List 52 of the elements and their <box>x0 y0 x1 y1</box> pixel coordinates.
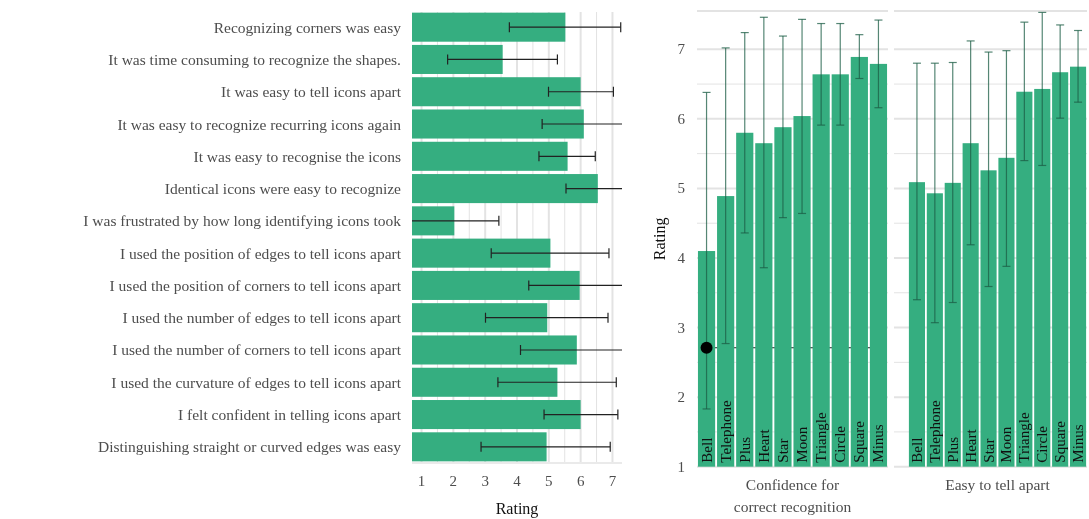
y-tick-label: It was time consuming to recognize the shapes. <box>108 50 401 68</box>
y-tick-label: I used the number of edges to tell icons apart <box>122 309 402 327</box>
x-tick-label: 7 <box>608 473 617 489</box>
y-tick-label: I used the curvature of edges to tell icons apart <box>111 373 402 391</box>
x-tick-label: 2 <box>449 473 458 489</box>
y-tick-label: 7 <box>677 41 686 58</box>
x-tick-label: Heart <box>755 428 772 463</box>
x-tick-label: Minus <box>1070 424 1087 463</box>
y-tick-label: I used the position of corners to tell icons apart <box>109 276 402 294</box>
x-tick-label: Triangle <box>1016 412 1033 463</box>
y-tick-label: Recognizing corners was easy <box>213 18 402 36</box>
x-tick-label: Heart <box>962 428 979 463</box>
x-tick-label: Triangle <box>813 412 830 463</box>
x-axis-title: Rating <box>495 500 539 518</box>
y-tick-label: It was easy to recognise the icons <box>193 147 401 165</box>
y-tick-label: 3 <box>677 319 685 336</box>
x-tick-label: 1 <box>417 473 426 489</box>
x-tick-label: Star <box>774 438 791 463</box>
y-tick-label: It was easy to tell icons apart <box>221 83 402 101</box>
x-tick-label: Moon <box>794 426 811 463</box>
y-tick-label: It was easy to recognize recurring icons again <box>117 115 402 133</box>
x-tick-label: 4 <box>513 473 522 489</box>
y-tick-label: I used the position of edges to tell icons apart <box>119 244 402 262</box>
x-tick-label: 6 <box>576 473 585 489</box>
x-tick-label: Telephone <box>717 400 734 463</box>
x-tick-label: Circle <box>832 425 849 463</box>
y-axis-title: Rating <box>651 217 669 261</box>
x-tick-label: 3 <box>481 473 489 489</box>
y-tick-label: 1 <box>677 458 685 475</box>
y-tick-label: I felt confident in telling icons apart <box>178 406 402 424</box>
y-tick-label: 4 <box>677 249 686 266</box>
y-tick-label: Identical icons were easy to recognize <box>164 180 402 198</box>
x-axis-title: Easy to tell apart <box>945 476 1051 493</box>
x-tick-label: Plus <box>736 436 753 463</box>
y-tick-label: 5 <box>677 180 685 197</box>
x-tick-label: Star <box>980 438 997 463</box>
y-tick-label: 6 <box>677 110 686 127</box>
y-tick-label: I used the number of corners to tell icons apart <box>112 341 402 359</box>
x-axis-title: Confidence for correct recognition <box>733 476 852 515</box>
x-tick-label: Square <box>1052 420 1069 463</box>
y-tick-label: I was frustrated by how long identifying icons took <box>83 212 402 230</box>
x-tick-label: Circle <box>1034 425 1051 463</box>
x-tick-label: Bell <box>908 437 925 463</box>
x-tick-label: Minus <box>870 424 887 463</box>
y-tick-label: Distinguishing straight or curved edges was easy <box>97 438 402 456</box>
x-tick-label: 5 <box>545 473 553 489</box>
x-tick-label: Square <box>851 420 868 463</box>
x-tick-label: Bell <box>698 437 715 463</box>
x-tick-label: Telephone <box>926 400 943 463</box>
x-tick-label: Moon <box>998 426 1015 463</box>
x-tick-label: Plus <box>944 436 961 463</box>
y-tick-label: 2 <box>677 389 685 406</box>
